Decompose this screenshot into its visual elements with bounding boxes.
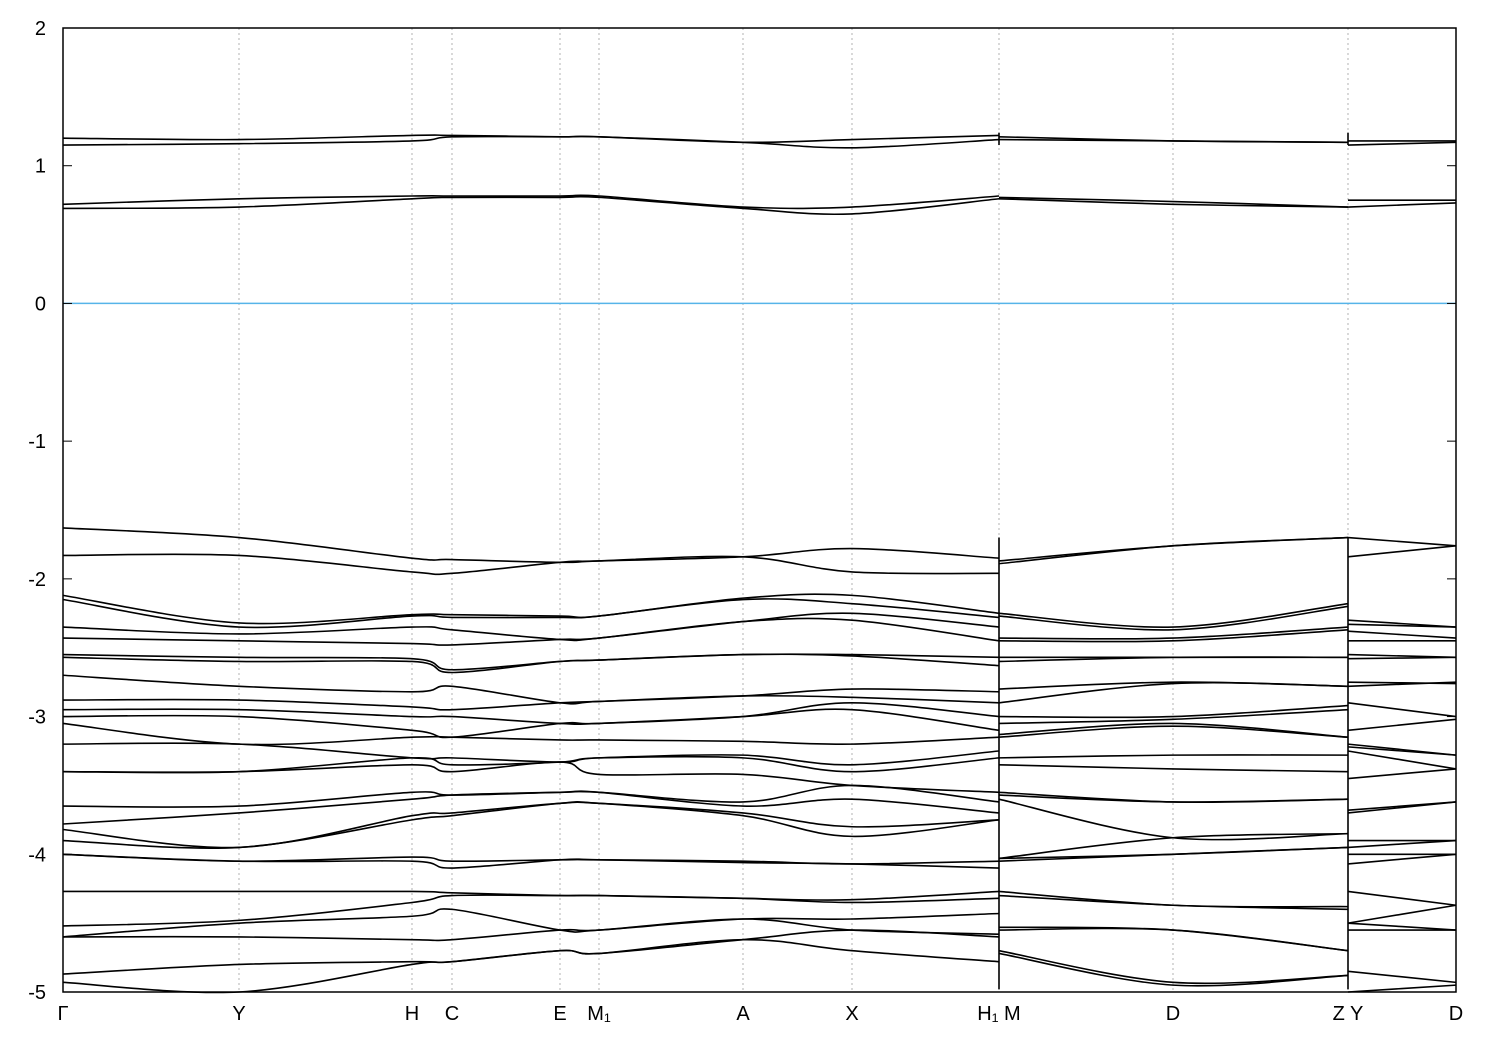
band-line bbox=[1347, 853, 1457, 865]
x-tick-label: M₁ bbox=[587, 1003, 611, 1025]
x-tick-label: X bbox=[845, 1003, 858, 1025]
band-line bbox=[1347, 984, 1457, 993]
band-line bbox=[62, 742, 1000, 766]
band-line bbox=[998, 138, 1349, 144]
band-line bbox=[62, 598, 1000, 629]
y-tick-label: 2 bbox=[35, 18, 46, 40]
y-tick-label: 1 bbox=[35, 156, 46, 178]
y-tick-label: 0 bbox=[35, 293, 46, 315]
x-tick-label: D bbox=[1166, 1003, 1180, 1025]
band-line bbox=[998, 927, 1349, 952]
band-line bbox=[1347, 545, 1457, 558]
y-tick-label: -4 bbox=[28, 844, 46, 866]
band-line bbox=[998, 949, 1349, 985]
grid-lines bbox=[238, 28, 1349, 992]
x-axis: Γ Y H C E M₁ A X H₁ M D Z Y D bbox=[57, 1003, 1463, 1025]
band-line bbox=[998, 708, 1349, 725]
band-line bbox=[62, 617, 1000, 646]
band-line bbox=[1347, 141, 1457, 146]
band-line bbox=[62, 894, 1000, 927]
band-line bbox=[62, 801, 1000, 849]
band-line bbox=[998, 197, 1349, 208]
band-line bbox=[62, 761, 1000, 794]
y-tick-label: -2 bbox=[28, 569, 46, 591]
band-line bbox=[1347, 839, 1457, 849]
x-tick-label: Γ bbox=[57, 1003, 68, 1025]
y-axis: 2 1 0 -1 -2 -3 -4 -5 bbox=[28, 18, 1456, 1004]
x-tick-label: Y bbox=[232, 1003, 245, 1025]
band-line bbox=[62, 708, 1000, 739]
x-tick-label: E bbox=[553, 1003, 566, 1025]
band-line bbox=[1347, 630, 1457, 639]
band-line bbox=[1347, 890, 1457, 907]
band-line bbox=[62, 938, 1000, 994]
x-tick-label: H₁ M bbox=[977, 1003, 1020, 1025]
band-line bbox=[1347, 623, 1457, 628]
band-line bbox=[1347, 718, 1457, 732]
band-line bbox=[998, 763, 1349, 773]
band-line bbox=[62, 653, 1000, 674]
band-line bbox=[62, 553, 1000, 576]
band-line bbox=[1347, 656, 1457, 660]
y-tick-label: -1 bbox=[28, 431, 46, 453]
band-line bbox=[62, 135, 1000, 149]
band-line bbox=[62, 784, 1000, 808]
band-line bbox=[62, 694, 1000, 711]
band-line bbox=[62, 527, 1000, 564]
band-line bbox=[1347, 904, 1457, 924]
band-line bbox=[998, 536, 1349, 565]
band-line bbox=[998, 656, 1349, 663]
band-line bbox=[1347, 801, 1457, 814]
band-line bbox=[62, 918, 1000, 942]
y-tick-label: -5 bbox=[28, 982, 46, 1004]
band-line bbox=[998, 681, 1349, 704]
band-line bbox=[1347, 681, 1457, 685]
band-line bbox=[998, 846, 1349, 862]
band-line bbox=[998, 725, 1349, 739]
band-line bbox=[62, 195, 1000, 216]
band-line bbox=[998, 894, 1349, 911]
band-line bbox=[62, 790, 1000, 825]
band-line bbox=[998, 605, 1349, 631]
x-tick-label: D bbox=[1449, 1003, 1463, 1025]
band-line bbox=[1347, 536, 1457, 547]
band-line bbox=[62, 853, 1000, 869]
band-line bbox=[1347, 970, 1457, 984]
band-line bbox=[1347, 681, 1457, 688]
band-line bbox=[998, 704, 1349, 719]
bands bbox=[62, 132, 1457, 994]
band-line bbox=[998, 952, 1349, 987]
x-tick-label: Z Y bbox=[1333, 1003, 1364, 1025]
band-line bbox=[998, 602, 1349, 628]
y-tick-label: -3 bbox=[28, 707, 46, 729]
x-tick-label: C bbox=[445, 1003, 459, 1025]
band-line bbox=[62, 701, 1000, 726]
band-line bbox=[62, 593, 1000, 625]
band-line bbox=[1347, 768, 1457, 780]
plot-frame bbox=[62, 27, 1457, 993]
band-line bbox=[1347, 922, 1457, 931]
band-line bbox=[62, 908, 1000, 938]
band-line bbox=[998, 794, 1349, 803]
band-line bbox=[998, 754, 1349, 759]
band-line bbox=[998, 626, 1349, 640]
x-tick-label: H bbox=[405, 1003, 419, 1025]
band-line bbox=[998, 832, 1349, 860]
band-line bbox=[1347, 746, 1457, 756]
band-line bbox=[1347, 202, 1457, 208]
band-line bbox=[1347, 702, 1457, 718]
band-line bbox=[62, 801, 1000, 849]
band-line bbox=[62, 194, 1000, 210]
x-tick-label: A bbox=[736, 1003, 750, 1025]
band-line bbox=[1347, 750, 1457, 770]
band-line bbox=[998, 629, 1349, 643]
